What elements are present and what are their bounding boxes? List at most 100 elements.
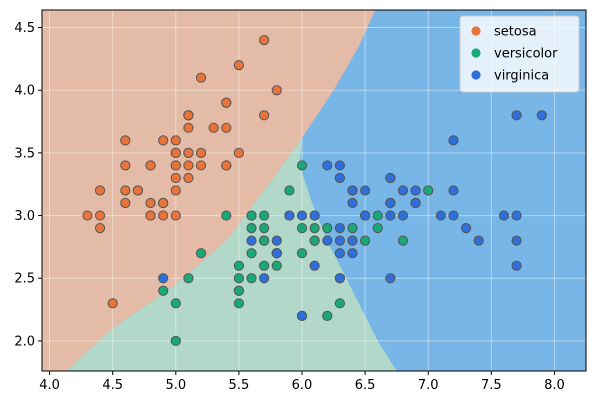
legend: setosa versicolor virginica: [459, 15, 580, 93]
x-tick-label: 6.5: [355, 378, 376, 393]
point-setosa: [195, 72, 207, 83]
x-tick-label: 8.0: [544, 378, 565, 393]
point-versicolor: [271, 260, 282, 271]
point-setosa: [221, 97, 232, 108]
point-setosa: [170, 185, 181, 196]
point-setosa: [170, 147, 181, 158]
point-versicolor: [246, 223, 257, 234]
point-virginica: [271, 248, 282, 259]
data-points: [82, 34, 547, 347]
point-setosa: [170, 210, 181, 221]
point-versicolor: [259, 223, 270, 234]
point-setosa: [221, 122, 232, 133]
point-versicolor: [233, 273, 245, 284]
point-virginica: [284, 210, 295, 221]
point-setosa: [170, 135, 181, 146]
point-virginica: [511, 235, 522, 246]
point-setosa: [158, 210, 169, 221]
point-setosa: [233, 60, 245, 71]
point-setosa: [120, 160, 131, 171]
point-versicolor: [296, 160, 308, 171]
point-setosa: [120, 197, 131, 209]
point-setosa: [271, 85, 282, 96]
point-versicolor: [259, 210, 270, 221]
point-virginica: [334, 235, 345, 246]
point-setosa: [259, 110, 270, 121]
y-tick-label: 2.0: [14, 334, 35, 349]
point-versicolor: [221, 210, 232, 221]
point-virginica: [511, 210, 522, 221]
point-virginica: [334, 223, 345, 234]
point-virginica: [309, 210, 320, 221]
region-setosa: [42, 10, 376, 371]
point-virginica: [511, 110, 522, 121]
point-setosa: [158, 135, 169, 146]
point-virginica: [385, 172, 396, 184]
x-tick-label: 7.0: [418, 378, 439, 393]
point-setosa: [170, 172, 181, 184]
point-setosa: [195, 160, 207, 171]
point-virginica: [334, 248, 345, 259]
x-tick-label: 4.5: [102, 378, 123, 393]
point-virginica: [448, 185, 459, 196]
point-versicolor: [246, 248, 257, 259]
point-virginica: [397, 210, 409, 221]
legend-label-versicolor: versicolor: [494, 47, 558, 62]
point-versicolor: [423, 185, 434, 196]
legend-marker-versicolor: [471, 48, 481, 58]
point-virginica: [511, 260, 522, 271]
point-versicolor: [158, 285, 169, 296]
point-versicolor: [170, 335, 181, 347]
y-tick-label: 2.5: [14, 272, 35, 287]
y-tick-label: 3.0: [14, 209, 35, 224]
point-versicolor: [233, 298, 245, 309]
point-setosa: [94, 210, 106, 221]
point-virginica: [296, 310, 308, 321]
point-versicolor: [309, 235, 320, 246]
point-virginica: [385, 273, 396, 284]
legend-box: [459, 15, 580, 93]
x-tick-label: 5.0: [165, 378, 186, 393]
x-tick-label: 6.0: [292, 378, 313, 393]
point-versicolor: [233, 260, 245, 271]
point-versicolor: [296, 248, 308, 259]
x-tick-label: 7.5: [481, 378, 502, 393]
point-versicolor: [372, 223, 383, 234]
legend-marker-setosa: [471, 26, 481, 36]
point-versicolor: [284, 185, 295, 196]
point-versicolor: [259, 260, 270, 271]
point-versicolor: [233, 285, 245, 296]
legend-marker-virginica: [471, 70, 481, 80]
point-virginica: [347, 235, 358, 246]
region-versicolor: [65, 137, 397, 371]
point-setosa: [183, 147, 194, 158]
point-setosa: [221, 160, 232, 171]
point-setosa: [183, 160, 194, 171]
point-setosa: [132, 185, 144, 196]
point-virginica: [322, 235, 333, 246]
point-virginica: [410, 185, 421, 196]
point-virginica: [347, 185, 358, 196]
point-virginica: [271, 235, 282, 246]
point-versicolor: [259, 235, 270, 246]
point-setosa: [208, 122, 219, 133]
y-tick-label: 4.0: [14, 84, 35, 99]
y-tick-label: 4.5: [14, 21, 35, 36]
point-virginica: [309, 260, 320, 271]
legend-label-setosa: setosa: [494, 25, 537, 40]
point-virginica: [397, 185, 409, 196]
point-virginica: [360, 210, 371, 221]
point-setosa: [94, 223, 106, 234]
point-setosa: [82, 210, 93, 221]
point-versicolor: [170, 298, 181, 309]
point-virginica: [246, 235, 257, 246]
point-versicolor: [296, 223, 308, 234]
point-setosa: [120, 135, 131, 146]
point-virginica: [473, 235, 484, 246]
point-versicolor: [397, 235, 409, 246]
point-versicolor: [309, 223, 320, 234]
point-setosa: [233, 147, 245, 158]
axis-ticks: 4.0 4.5 5.0 5.5 6.0 6.5 7.0 7.5 8.0 2.0 2.5 3.0 3.5 4…: [14, 21, 564, 393]
point-versicolor: [334, 298, 345, 309]
